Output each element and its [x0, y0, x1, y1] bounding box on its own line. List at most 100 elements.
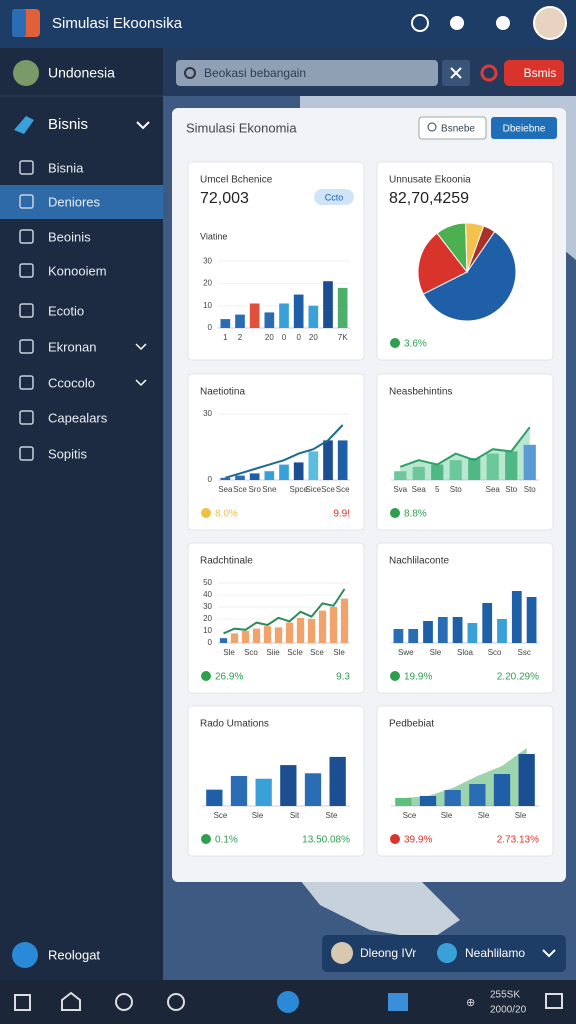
x-tick-label: Sea	[486, 485, 501, 494]
card-title: Unnusate Ekoonia	[389, 175, 471, 186]
bar	[206, 789, 223, 806]
bar	[467, 623, 478, 643]
bar	[264, 312, 275, 328]
x-tick-label: Sle	[333, 648, 345, 657]
task-icon[interactable]	[14, 994, 31, 1011]
bar	[263, 626, 272, 643]
bar	[252, 628, 261, 643]
x-tick-label: Sle	[478, 811, 490, 820]
task-icon[interactable]	[115, 993, 133, 1011]
bar	[493, 774, 511, 806]
x-tick-label: 20	[309, 333, 318, 342]
bar	[249, 303, 260, 328]
task-icon[interactable]	[277, 991, 299, 1013]
bar	[423, 621, 433, 643]
bar	[482, 603, 493, 643]
settings-icon[interactable]	[450, 16, 464, 30]
x-tick-label: Sco	[488, 648, 502, 657]
footer-stat: 8.0%	[215, 509, 238, 520]
user-avatar[interactable]	[13, 60, 39, 86]
x-tick-label: Sea	[412, 485, 427, 494]
footer-stat: 2.20.29%	[497, 672, 539, 683]
bar	[308, 305, 319, 328]
chevron[interactable]	[542, 949, 556, 958]
nav-item[interactable]: Deniores	[48, 194, 101, 209]
bar	[279, 464, 289, 480]
kpi-value: 82,70,4259	[389, 190, 469, 207]
pie-slice	[417, 232, 468, 295]
nav-item[interactable]: Ecotio	[48, 303, 84, 318]
primary-button[interactable]	[504, 60, 564, 86]
search-box[interactable]	[176, 60, 438, 86]
bar	[285, 622, 294, 643]
bar	[419, 796, 437, 806]
bar	[230, 633, 239, 643]
task-icon[interactable]	[167, 993, 185, 1011]
bar	[505, 451, 518, 480]
nav-item[interactable]: Konooiem	[48, 263, 107, 278]
bar	[486, 453, 499, 480]
secondary-button[interactable]	[418, 116, 487, 140]
x-tick-label: Sce	[233, 485, 247, 494]
avatar[interactable]	[533, 6, 567, 40]
y-tick-label: 20	[203, 279, 212, 288]
primary-button[interactable]	[491, 117, 557, 139]
nav-active	[0, 185, 163, 219]
bar	[296, 617, 305, 643]
nav-icon	[19, 410, 34, 425]
clear-icon	[450, 67, 462, 79]
card	[376, 705, 554, 857]
section-title: Bisnis	[48, 116, 88, 133]
x-tick-label: Sloa	[457, 648, 474, 657]
x-tick-label: Sce	[310, 648, 324, 657]
alert-icon[interactable]	[480, 64, 498, 82]
kpi-value: 72,003	[200, 190, 249, 207]
link-icon[interactable]	[411, 14, 429, 32]
card-title: Nachlilaconte	[389, 556, 449, 567]
nav-item[interactable]: Ccocolo	[48, 375, 95, 390]
home-icon[interactable]	[61, 991, 81, 1011]
notification-icon[interactable]	[545, 993, 563, 1009]
bar	[235, 314, 245, 328]
bar	[307, 619, 316, 643]
users-icon[interactable]	[496, 16, 510, 30]
bar	[340, 598, 349, 643]
status-icon	[390, 834, 400, 844]
nav-item[interactable]: Beoinis	[48, 229, 91, 244]
nav-item[interactable]: Sopitis	[48, 446, 88, 461]
x-tick-label: 0	[296, 333, 301, 342]
nav-icon	[19, 160, 34, 175]
logout-icon[interactable]	[12, 942, 38, 968]
widget-item[interactable]: Dleong IVr	[360, 946, 416, 960]
badge	[314, 189, 354, 205]
chevron[interactable]	[135, 343, 147, 351]
card-title: Rado Umations	[200, 719, 269, 730]
x-tick-label: Sco	[244, 648, 258, 657]
bar	[318, 610, 327, 643]
x-tick-label: Sle	[430, 648, 442, 657]
app-logo-part	[12, 9, 26, 37]
widget-item[interactable]: Neahlilamo	[465, 946, 525, 960]
chevron[interactable]	[135, 379, 147, 387]
nav-item[interactable]: Bisnia	[48, 160, 84, 175]
x-tick-label: Sto	[505, 485, 518, 494]
y-tick-label: 0	[208, 323, 213, 332]
chevron[interactable]	[136, 121, 150, 130]
x-tick-label: 20	[265, 333, 274, 342]
y-tick-label: 30	[203, 602, 212, 611]
footer-stat: 39.9%	[404, 835, 432, 846]
x-tick-label: 7K	[338, 333, 348, 342]
x-tick-label: Sne	[262, 485, 277, 494]
status-icon	[201, 508, 211, 518]
x-tick-label: Sea	[218, 485, 233, 494]
nav-item[interactable]: Capealars	[48, 410, 108, 425]
bar	[468, 458, 481, 480]
nav-icon	[19, 263, 34, 278]
y-tick-label: 40	[203, 590, 212, 599]
nav-item[interactable]: Ekronan	[48, 339, 96, 354]
task-icon[interactable]	[388, 993, 408, 1011]
bar	[329, 756, 346, 806]
bar	[449, 460, 462, 480]
bar	[308, 451, 319, 480]
